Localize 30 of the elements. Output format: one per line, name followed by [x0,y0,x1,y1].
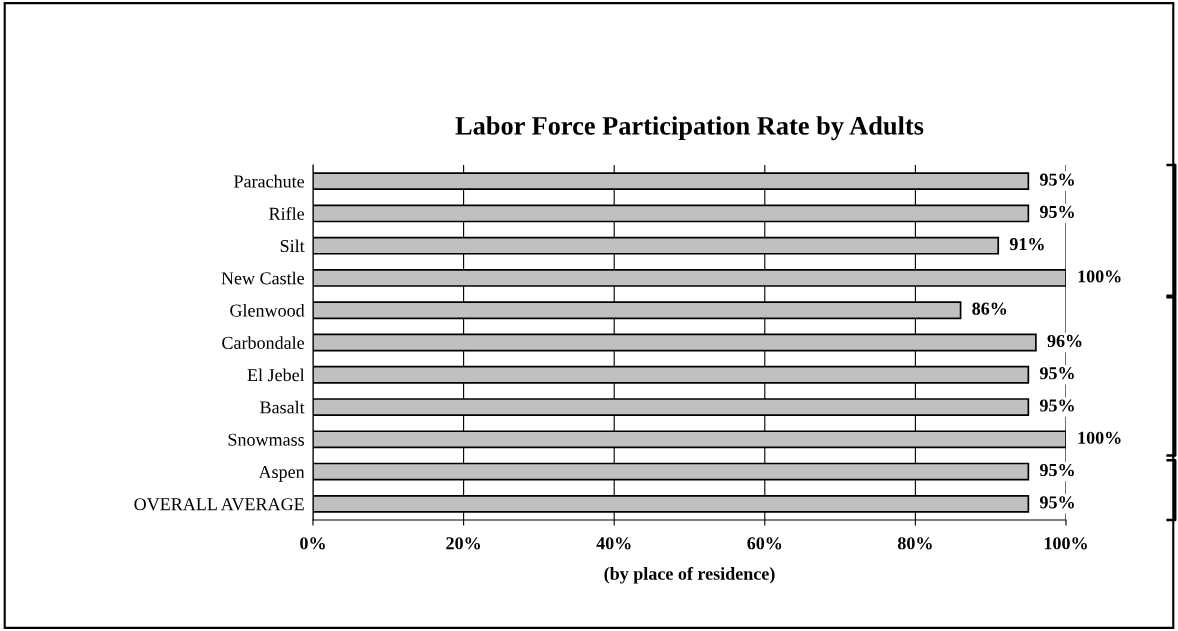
data-label: 91% [1009,238,1044,251]
x-tick-label: 20% [446,537,480,550]
data-label: 95% [1039,367,1074,380]
y-tick-label: Snowmass [228,433,305,446]
data-label: 86% [972,302,1007,315]
y-tick-label: New Castle [221,271,305,285]
x-tick-label: 0% [300,537,325,550]
y-tick-label: Parachute [234,174,305,188]
y-tick-label: Glenwood [230,303,305,317]
y-tick-label: Carbondale [222,336,305,349]
x-tick-label: 40% [596,537,631,550]
y-tick-label: Basalt [260,400,305,414]
data-label: 95% [1039,399,1074,412]
data-label: 95% [1039,463,1074,477]
data-label: 95% [1039,205,1074,218]
data-label: 95% [1039,173,1074,186]
data-label: 95% [1039,496,1074,509]
x-tick-label: 80% [897,537,932,550]
x-tick-label: 60% [747,537,782,550]
x-tick-label: 100% [1044,537,1087,550]
y-tick-label: OVERALL AVERAGE [134,498,304,511]
y-tick-label: Rifle [269,206,305,220]
data-label: 100% [1078,431,1121,444]
chart-title: Labor Force Participation Rate by Adults [455,116,924,141]
y-tick-label: Silt [280,239,305,253]
y-tick-label: Aspen [258,465,305,482]
data-label: 96% [1047,334,1082,348]
y-tick-label: El Jebel [247,368,305,382]
data-label: 100% [1078,270,1121,283]
x-axis-title: (by place of residence) [604,566,775,584]
